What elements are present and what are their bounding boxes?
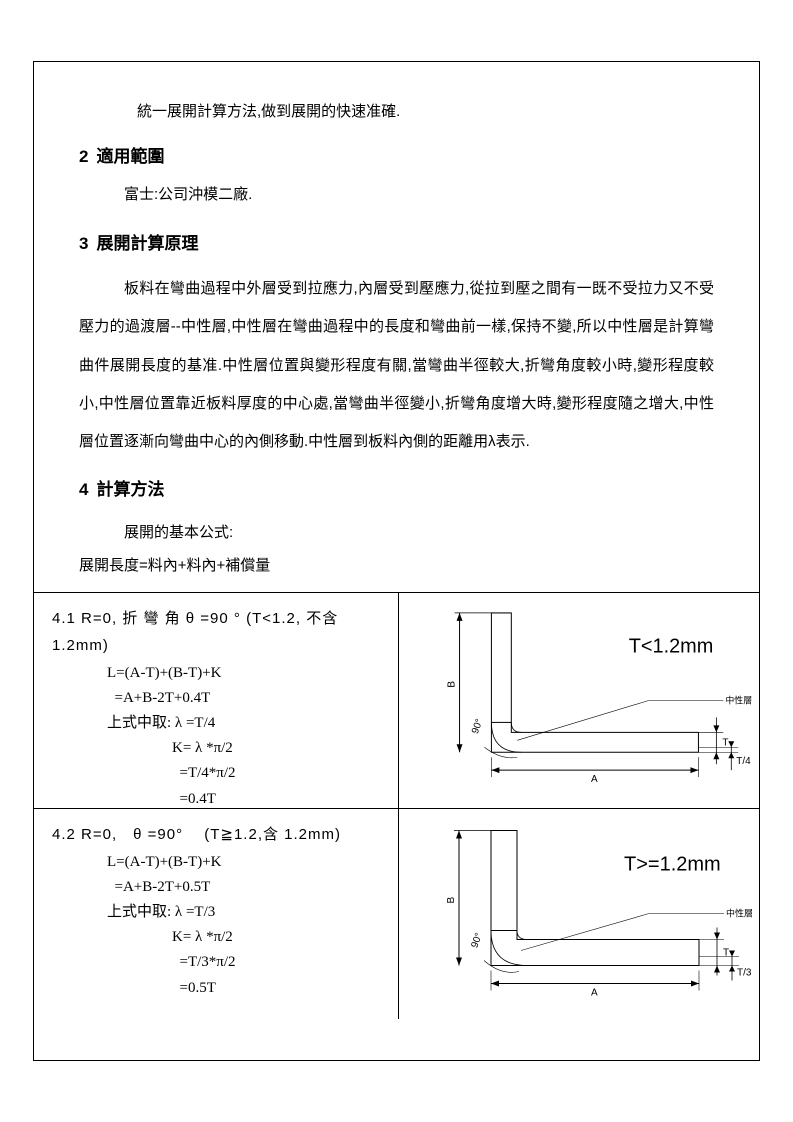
thickness-label: T<1.2mm xyxy=(629,636,714,658)
case-title-b: (T<1.2, 不含 xyxy=(246,610,338,627)
dim-b-label: B xyxy=(447,681,458,688)
calc-diagram-2: B 90° T>=1.2mm 中性層 xyxy=(399,809,759,1019)
dim-a-label: A xyxy=(591,988,598,999)
k-block-2: K= λ *π/2 =T/3*π/2 =0.5T xyxy=(172,925,388,1002)
calc-left-2: 4.2 R=0, θ =90° (T≧1.2,含 1.2mm) L=(A-T)+… xyxy=(34,809,399,1019)
dim-t4-label: T/4 xyxy=(736,756,751,767)
k3: =0.5T xyxy=(172,976,388,1002)
dim-t-label: T xyxy=(722,738,728,749)
page-frame: 統一展開計算方法,做到展開的快速准確. 2 適用範圍 富士:公司沖模二廠. 3 展開… xyxy=(33,61,760,1061)
k1: K= λ *π/2 xyxy=(172,925,388,951)
heading-title: 適用範圍 xyxy=(96,147,164,166)
bend-diagram-1-svg: B 90° T<1.2mm 中性層 xyxy=(399,593,759,808)
intro-text: 統一展開計算方法,做到展開的快速准確. xyxy=(107,100,714,124)
label: 上式中取 xyxy=(107,714,167,731)
principle-body: 板料在彎曲過程中外層受到拉應力,內層受到壓應力,從拉到壓之間有一既不受拉力又不受… xyxy=(79,270,714,461)
dim-b-label: B xyxy=(446,897,457,904)
k2: =T/3*π/2 xyxy=(172,950,388,976)
thickness-label: T>=1.2mm xyxy=(624,854,721,876)
f3: 上式中取: λ =T/3 xyxy=(107,900,388,925)
heading-title: 計算方法 xyxy=(96,480,164,499)
k2: =T/4*π/2 xyxy=(172,761,388,787)
calc-left-1: 4.1 R=0, 折 彎 角 θ =90 ° (T<1.2, 不含 1.2mm)… xyxy=(34,593,399,808)
dim-a-label: A xyxy=(591,774,598,785)
neutral-label: 中性層 xyxy=(725,695,752,706)
f1: L=(A-T)+(B-T)+K xyxy=(107,661,388,686)
heading-method: 4 計算方法 xyxy=(79,475,714,500)
scope-body: 富士:公司沖模二廠. xyxy=(79,183,714,207)
k1: K= λ *π/2 xyxy=(172,736,388,762)
calc-table: 4.1 R=0, 折 彎 角 θ =90 ° (T<1.2, 不含 1.2mm)… xyxy=(34,592,759,1019)
content-area: 統一展開計算方法,做到展開的快速准確. 2 適用範圍 富士:公司沖模二廠. 3 展開… xyxy=(34,62,759,592)
neutral-label: 中性層 xyxy=(726,908,753,919)
dim-t-label: T xyxy=(723,948,729,959)
f3: 上式中取: λ =T/4 xyxy=(107,711,388,736)
heading-principle: 3 展開計算原理 xyxy=(79,229,714,254)
calc-diagram-1: B 90° T<1.2mm 中性層 xyxy=(399,593,759,808)
formula-intro: 展開的基本公式: xyxy=(79,516,714,549)
dim-t3-label: T/3 xyxy=(737,968,752,979)
heading-title: 展開計算原理 xyxy=(96,234,198,253)
f1: L=(A-T)+(B-T)+K xyxy=(107,850,388,875)
angle-label: 90° xyxy=(470,718,485,736)
formula-block-1: L=(A-T)+(B-T)+K =A+B-2T+0.4T 上式中取: λ =T/… xyxy=(107,661,388,735)
calc-row-2: 4.2 R=0, θ =90° (T≧1.2,含 1.2mm) L=(A-T)+… xyxy=(34,809,759,1019)
k3: =0.4T xyxy=(172,787,388,813)
heading-num: 3 xyxy=(79,234,88,253)
heading-num: 4 xyxy=(79,480,88,499)
formula-block-2: L=(A-T)+(B-T)+K =A+B-2T+0.5T 上式中取: λ =T/… xyxy=(107,850,388,924)
base-formula: 展開長度=料內+料內+補償量 xyxy=(79,549,714,582)
k-block-1: K= λ *π/2 =T/4*π/2 =0.4T xyxy=(172,736,388,813)
f2: =A+B-2T+0.5T xyxy=(107,875,388,900)
case-title-a: 4.1 R=0, 折 彎 角 θ =90 ° xyxy=(52,610,246,627)
case-title-c: 1.2mm) xyxy=(52,637,109,654)
label: 上式中取 xyxy=(107,903,167,920)
case-title-1: 4.1 R=0, 折 彎 角 θ =90 ° (T<1.2, 不含 1.2mm) xyxy=(52,605,388,659)
heading-scope: 2 適用範圍 xyxy=(79,142,714,167)
angle-label: 90° xyxy=(469,932,485,950)
heading-num: 2 xyxy=(79,147,88,166)
bend-diagram-2-svg: B 90° T>=1.2mm 中性層 xyxy=(399,809,759,1019)
f2: =A+B-2T+0.4T xyxy=(107,686,388,711)
calc-row-1: 4.1 R=0, 折 彎 角 θ =90 ° (T<1.2, 不含 1.2mm)… xyxy=(34,593,759,809)
case-title-2: 4.2 R=0, θ =90° (T≧1.2,含 1.2mm) xyxy=(52,821,388,848)
